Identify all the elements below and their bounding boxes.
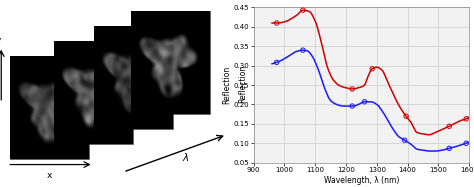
Point [402,115,410,118]
Point [18,128,26,131]
Point [299,9,307,12]
Point [462,142,470,145]
Point [348,105,356,108]
Bar [131,11,210,114]
Point [462,117,470,120]
Text: y: y [0,36,1,45]
Point [368,67,376,70]
Point [102,103,110,106]
Point [62,115,69,118]
Point [401,139,408,142]
X-axis label: Wavelength, λ (nm): Wavelength, λ (nm) [324,176,399,185]
Point [446,147,453,150]
Bar [54,41,133,144]
Point [109,73,117,76]
Point [29,154,37,157]
Point [361,100,368,103]
Text: $\lambda$: $\lambda$ [182,151,190,163]
Bar [94,26,173,129]
Point [299,49,307,52]
Point [446,125,453,128]
Point [273,61,281,64]
Point [27,99,35,102]
Point [69,85,76,88]
Point [140,92,148,95]
Point [273,22,281,24]
Text: Reflection: Reflection [238,65,247,103]
Bar [10,56,89,159]
Y-axis label: Reflection: Reflection [222,66,231,104]
Point [146,61,154,64]
Point [348,88,356,91]
Text: x: x [46,171,52,180]
Point [17,148,25,151]
